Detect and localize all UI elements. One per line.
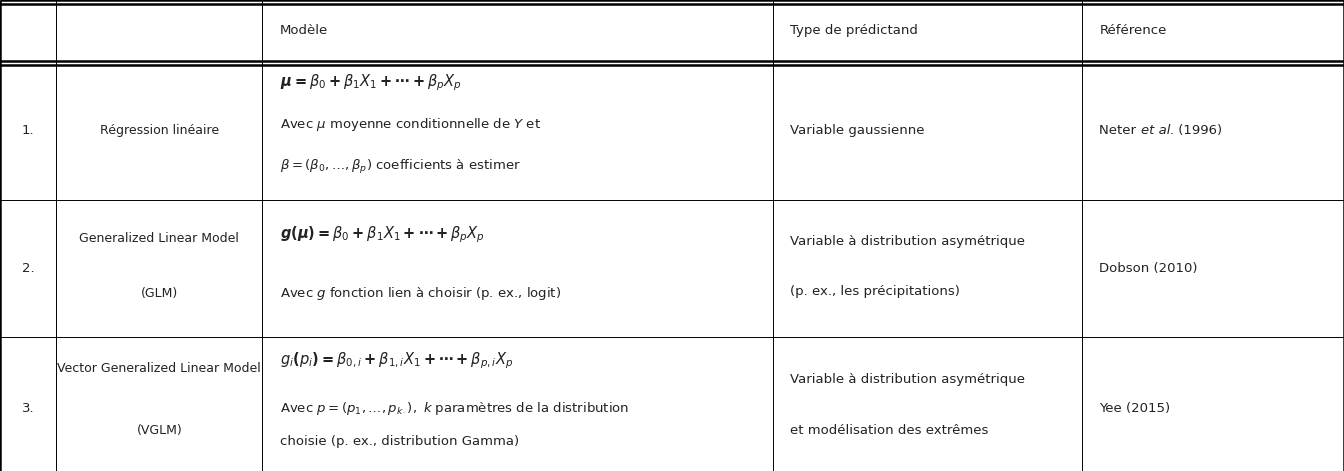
Text: $\boldsymbol{\mu = \beta_0 + \beta_1 X_1 + \cdots + \beta_p X_p}$: $\boldsymbol{\mu = \beta_0 + \beta_1 X_1…	[280, 72, 461, 93]
Text: $\boldsymbol{g(\mu) = \beta_0 + \beta_1 X_1 + \cdots + \beta_p X_p}$: $\boldsymbol{g(\mu) = \beta_0 + \beta_1 …	[280, 224, 484, 244]
Text: 1.: 1.	[22, 124, 35, 137]
Text: Generalized Linear Model: Generalized Linear Model	[79, 232, 239, 245]
Text: et modélisation des extrêmes: et modélisation des extrêmes	[790, 423, 989, 437]
Text: 2.: 2.	[22, 262, 35, 275]
Text: $\boldsymbol{g_i(p_i) = \beta_{0,i} + \beta_{1,i} X_1 + \cdots + \beta_{p,i} X_p: $\boldsymbol{g_i(p_i) = \beta_{0,i} + \b…	[280, 351, 512, 372]
Text: Type de prédictand: Type de prédictand	[790, 24, 918, 37]
Text: Variable gaussienne: Variable gaussienne	[790, 124, 925, 137]
Text: Vector Generalized Linear Model: Vector Generalized Linear Model	[58, 362, 261, 375]
Text: et al.: et al.	[1141, 124, 1175, 137]
Text: Neter: Neter	[1099, 124, 1141, 137]
Text: Avec $g$ fonction lien à choisir (p. ex., logit): Avec $g$ fonction lien à choisir (p. ex.…	[280, 284, 560, 301]
Text: Variable à distribution asymétrique: Variable à distribution asymétrique	[790, 374, 1025, 386]
Text: (p. ex., les précipitations): (p. ex., les précipitations)	[790, 285, 960, 298]
Text: Référence: Référence	[1099, 24, 1167, 37]
Text: 3.: 3.	[22, 402, 35, 415]
Text: Avec $p = (p_1, \ldots, p_{k_\cdot}),$ $k$ paramètres de la distribution: Avec $p = (p_1, \ldots, p_{k_\cdot}),$ $…	[280, 400, 629, 417]
Text: Variable à distribution asymétrique: Variable à distribution asymétrique	[790, 235, 1025, 248]
Text: Avec $\mu$ moyenne conditionnelle de $Y$ et: Avec $\mu$ moyenne conditionnelle de $Y$…	[280, 116, 540, 133]
Text: (GLM): (GLM)	[141, 286, 177, 300]
Text: Dobson (2010): Dobson (2010)	[1099, 262, 1198, 275]
Text: choisie (p. ex., distribution Gamma): choisie (p. ex., distribution Gamma)	[280, 435, 519, 448]
Text: (VGLM): (VGLM)	[136, 423, 183, 437]
Text: Régression linéaire: Régression linéaire	[99, 124, 219, 137]
Text: Modèle: Modèle	[280, 24, 328, 37]
Text: (1996): (1996)	[1175, 124, 1223, 137]
Text: $\beta = (\beta_0, \ldots, \beta_p)$ coefficients à estimer: $\beta = (\beta_0, \ldots, \beta_p)$ coe…	[280, 158, 520, 176]
Text: Yee (2015): Yee (2015)	[1099, 402, 1171, 415]
